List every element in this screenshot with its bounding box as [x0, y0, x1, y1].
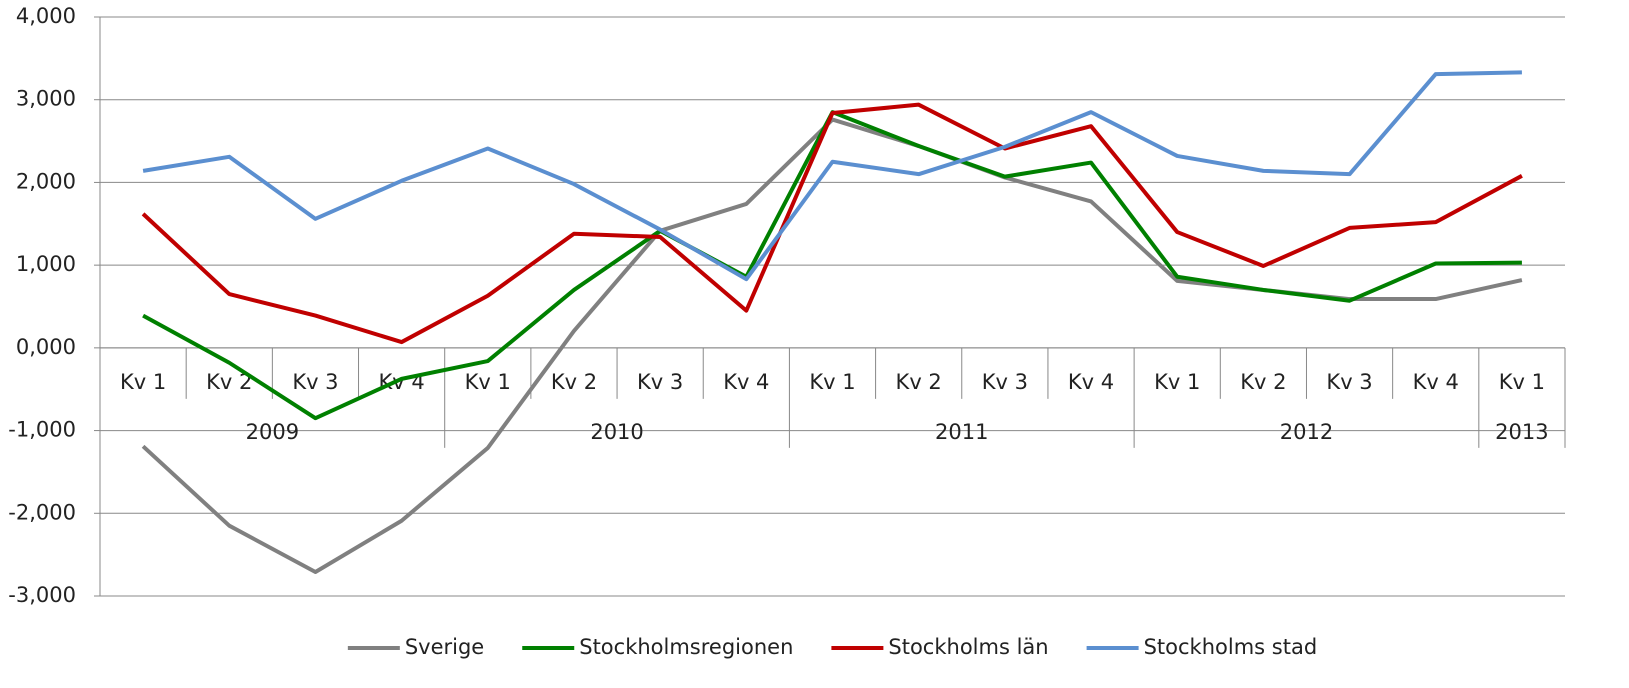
x-tick-label: Kv 1	[1499, 370, 1545, 394]
series-line	[141, 102, 1523, 345]
x-tick-label: Kv 3	[1326, 370, 1372, 394]
group-label: 2009	[246, 420, 299, 444]
x-tick-label: Kv 3	[982, 370, 1028, 394]
x-tick-label: Kv 4	[378, 370, 424, 394]
x-tick-label: Kv 1	[809, 370, 855, 394]
group-label: 2013	[1495, 420, 1548, 444]
group-label: 2012	[1280, 420, 1333, 444]
y-tick-label: 4,000	[16, 4, 76, 28]
x-tick-label: Kv 3	[292, 370, 338, 394]
y-tick-label: 1,000	[16, 252, 76, 276]
x-tick-label: Kv 1	[120, 370, 166, 394]
x-tick-label: Kv 2	[896, 370, 942, 394]
x-tick-label: Kv 2	[1240, 370, 1286, 394]
y-tick-label: 2,000	[16, 169, 76, 193]
legend-label: Stockholmsregionen	[579, 635, 793, 659]
series-line	[141, 117, 1523, 575]
x-tick-label: Kv 3	[637, 370, 683, 394]
legend-label: Stockholms stad	[1144, 635, 1318, 659]
x-tick-label: Kv 4	[1413, 370, 1459, 394]
x-tick-label: Kv 4	[1068, 370, 1114, 394]
legend-label: Stockholms län	[888, 635, 1048, 659]
y-tick-label: 3,000	[16, 87, 76, 111]
y-tick-label: -1,000	[8, 418, 76, 442]
x-tick-label: Kv 1	[1154, 370, 1200, 394]
y-tick-label: -3,000	[8, 583, 76, 607]
x-tick-label: Kv 1	[465, 370, 511, 394]
group-label: 2010	[590, 420, 643, 444]
series-line	[142, 70, 1522, 282]
y-tick-label: 0,000	[16, 335, 76, 359]
x-tick-label: Kv 4	[723, 370, 769, 394]
x-tick-label: Kv 2	[551, 370, 597, 394]
legend-label: Sverige	[405, 635, 484, 659]
group-label: 2011	[935, 420, 988, 444]
y-tick-label: -2,000	[8, 500, 76, 524]
